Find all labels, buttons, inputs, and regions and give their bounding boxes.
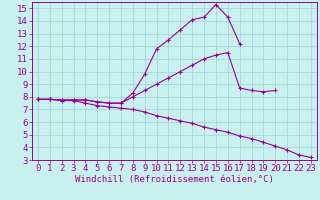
- X-axis label: Windchill (Refroidissement éolien,°C): Windchill (Refroidissement éolien,°C): [75, 175, 274, 184]
